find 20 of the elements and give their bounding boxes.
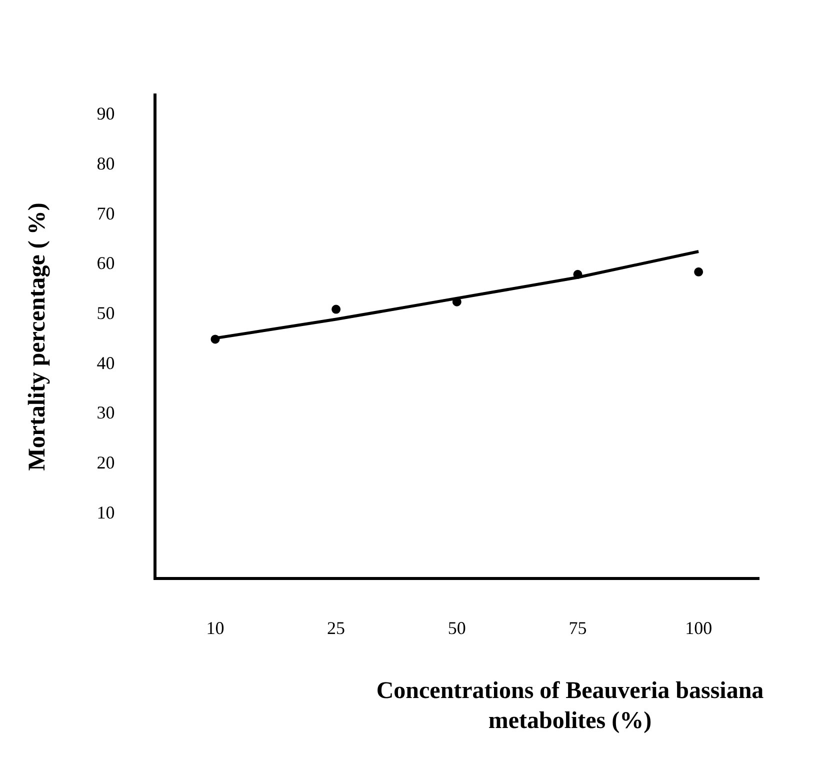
point (210, 334, 220, 344)
y-tick-label: 60 (96, 253, 115, 274)
y-tick-label: 20 (96, 452, 115, 473)
y-tick-label: 80 (96, 154, 115, 174)
point (573, 270, 582, 279)
x-tick-label: 50 (448, 618, 466, 638)
x-tick-label: 100 (685, 618, 712, 638)
x-tick-label: 75 (568, 618, 587, 638)
x-tick-label: 25 (327, 618, 346, 638)
x-tick-label: 10 (206, 618, 224, 638)
y-tick-label: 30 (96, 402, 115, 423)
y-tick-label: 90 (96, 104, 115, 124)
y-axis-title: Mortality percentage ( %) (24, 202, 51, 471)
x-axis-title: Concentrations of Beauveria bassiana metabolites (%) (375, 677, 765, 736)
y-tick-label: 10 (96, 502, 115, 522)
point (694, 267, 704, 276)
y-tick-label: 70 (96, 203, 115, 224)
y-tick-label: 50 (96, 303, 115, 324)
point (332, 304, 341, 314)
y-tick-label: 40 (96, 352, 115, 373)
